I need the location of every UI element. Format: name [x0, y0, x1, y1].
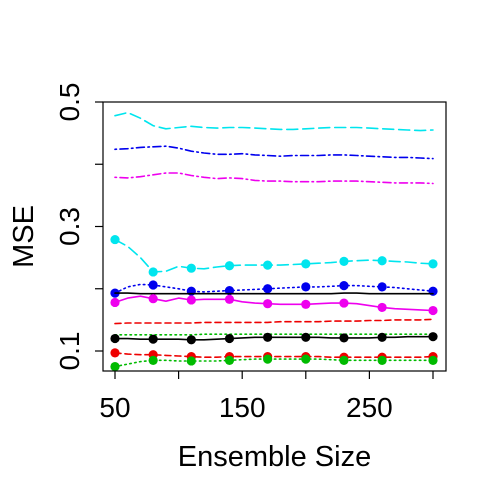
y-tick-label: 0.5 [54, 83, 85, 122]
series-7-point [428, 305, 438, 316]
series-12-point [263, 354, 273, 364]
series-12-point [339, 355, 349, 365]
series-5-point [263, 284, 273, 294]
series-12-point [377, 355, 387, 365]
series-line-6 [114, 292, 434, 295]
series-7-point [377, 302, 387, 313]
series-layer [110, 111, 438, 372]
x-axis: 50 150 250 [99, 371, 434, 423]
series-line-1 [114, 111, 434, 132]
series-10-point [339, 333, 349, 343]
series-line-8 [114, 318, 434, 325]
series-7-point [186, 295, 196, 305]
y-tick-label: 0.3 [54, 207, 85, 246]
series-4-point [339, 256, 349, 266]
series-7-point [224, 294, 235, 304]
series-4-point [224, 261, 235, 271]
series-5-point [339, 281, 349, 291]
x-tick-label: 50 [99, 392, 130, 423]
series-12-point [428, 355, 438, 365]
series-10-point [186, 335, 196, 345]
x-tick-label: 150 [219, 392, 266, 423]
series-line-2 [114, 145, 434, 160]
x-tick-label: 250 [346, 392, 393, 423]
series-12-point [186, 356, 196, 366]
series-12-point [301, 354, 311, 364]
plot-box [102, 101, 447, 372]
series-4-point [148, 267, 158, 277]
series-5-point [148, 280, 158, 290]
series-10-point [377, 332, 387, 342]
series-4-point [377, 256, 387, 266]
series-12-point [110, 361, 120, 372]
series-4-point [186, 263, 196, 273]
x-axis-label: Ensemble Size [178, 441, 371, 473]
series-10-point [224, 333, 235, 344]
series-4-point [263, 260, 273, 270]
series-12-point [224, 355, 235, 365]
series-7-point [110, 297, 120, 308]
series-10-point [110, 333, 120, 344]
series-7-point [263, 299, 273, 309]
series-5-point [377, 282, 387, 292]
series-10-point [301, 332, 311, 342]
series-7-point [301, 299, 311, 309]
series-line-3 [114, 172, 434, 185]
series-4-point [428, 259, 438, 269]
series-10-point [428, 332, 438, 342]
series-4-point [301, 259, 311, 269]
series-12-point [148, 355, 158, 365]
y-axis: 0.1 0.3 0.5 [54, 83, 103, 371]
y-tick-label: 0.1 [54, 332, 85, 371]
series-line-4 [114, 238, 434, 273]
y-axis-label: MSE [8, 205, 40, 268]
series-11-point [110, 348, 120, 358]
series-7-point [339, 298, 349, 308]
series-10-point [263, 332, 273, 342]
series-5-point [301, 282, 311, 292]
series-10-point [148, 334, 158, 344]
series-4-point [110, 234, 120, 245]
series-line-5 [114, 283, 434, 294]
series-7-point [148, 294, 158, 304]
